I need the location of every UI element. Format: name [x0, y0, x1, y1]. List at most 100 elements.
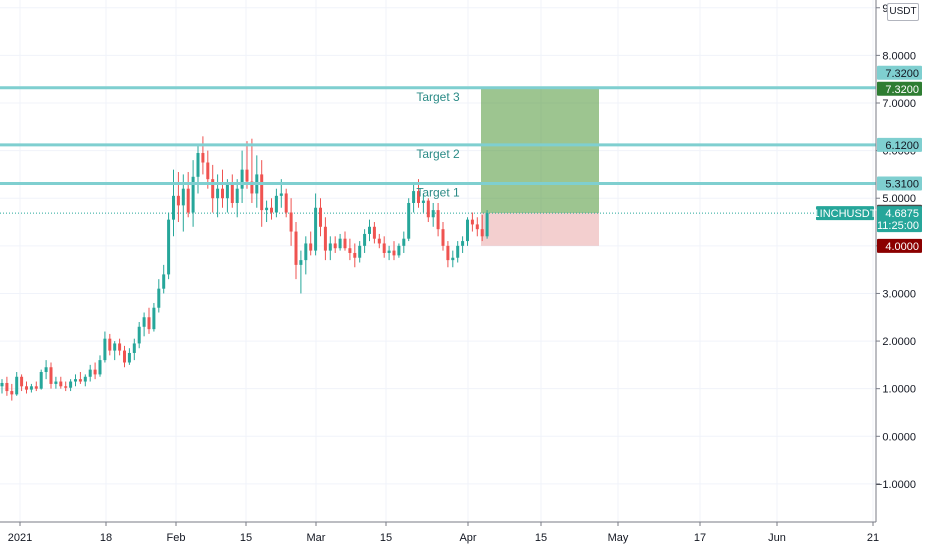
target2-tag-text: 6.1200	[885, 140, 919, 152]
candle-body	[5, 382, 9, 392]
candle-body	[123, 350, 126, 363]
candle-body	[132, 343, 136, 353]
time-tick-label: May	[608, 532, 629, 544]
candle-body	[446, 245, 450, 261]
last-price-tag-text: 11:25:00	[877, 220, 919, 232]
last-price-tag-text: 4.6875	[885, 208, 919, 220]
grid	[0, 0, 876, 522]
candle-body	[387, 250, 391, 253]
candle-body	[480, 229, 484, 237]
candle-body	[88, 369, 92, 377]
candle-body	[216, 188, 220, 199]
candle-body	[167, 219, 171, 275]
time-tick-label: 15	[535, 532, 547, 544]
candle-body	[127, 352, 131, 363]
candle-body	[363, 233, 367, 246]
candle-body	[402, 238, 406, 246]
candle-body	[206, 162, 210, 180]
candle-body	[137, 326, 141, 344]
candle-body	[299, 260, 303, 265]
long-position-zones	[0, 87, 876, 246]
candle-body	[382, 243, 386, 253]
candle-body	[152, 307, 156, 330]
candle-body	[98, 360, 102, 375]
candle-body	[54, 381, 58, 384]
candle-body	[34, 386, 38, 389]
candle-body	[15, 376, 19, 395]
candle-body	[181, 188, 185, 206]
candle-body	[59, 381, 63, 387]
candle-body	[78, 379, 82, 382]
candle-body	[44, 367, 48, 373]
candle-body	[245, 169, 249, 182]
candle-body	[338, 238, 342, 249]
stop-loss-tag-text: 4.0000	[885, 241, 919, 253]
candle-body	[211, 179, 215, 199]
candle-body	[142, 317, 146, 327]
candle-body	[250, 181, 254, 194]
target-label: Target 2	[416, 147, 460, 161]
candle-body	[323, 226, 327, 251]
price-tick-label: 0.0000	[882, 431, 916, 443]
target3-tag-top	[877, 65, 922, 80]
candle-body	[412, 191, 416, 203]
target1-tag	[877, 176, 922, 191]
profit-zone	[481, 87, 599, 214]
candle-body	[29, 386, 33, 390]
target2-tag	[877, 137, 922, 152]
candle-body	[157, 288, 161, 308]
candle-body	[196, 152, 200, 177]
candle-body	[304, 243, 308, 261]
target-lines: Target 1 Target 2 Target 3	[0, 86, 876, 199]
candle-body	[475, 224, 479, 230]
price-tick-label: 1.0000	[882, 384, 916, 396]
quote-unit-label[interactable]: USDT	[887, 3, 919, 21]
candle-body	[230, 183, 234, 203]
last-price-tag	[877, 206, 922, 233]
time-axis: 2021 18 Feb 15 Mar 15 Apr 15 May 17 Jun 21	[0, 521, 879, 544]
candle-body	[113, 343, 117, 351]
candle-body	[270, 207, 273, 213]
candle-body	[417, 191, 420, 203]
time-tick-label: 15	[240, 532, 252, 544]
price-tick-label: −1.0000	[876, 479, 916, 491]
candle-body	[461, 241, 465, 246]
candle-body	[397, 245, 401, 256]
candle-body	[466, 219, 469, 242]
time-tick-label: 21	[867, 532, 879, 544]
candle-body	[147, 317, 151, 330]
price-tick-label: 5.0000	[882, 193, 916, 205]
price-axis: 9.00008.00007.00006.00005.00004.00003.00…	[875, 0, 916, 522]
candle-body	[294, 231, 298, 265]
candle-body	[25, 386, 28, 390]
candle-body	[83, 376, 87, 382]
candle-body	[451, 257, 455, 261]
candle-body	[10, 391, 14, 395]
candle-body	[49, 367, 53, 384]
candle-body	[240, 169, 244, 189]
price-tick-label: 2.0000	[882, 336, 916, 348]
candle-body	[172, 195, 175, 220]
candle-body	[186, 188, 190, 213]
candle-body	[441, 229, 445, 246]
candle-body	[74, 379, 77, 382]
candle-body	[436, 210, 440, 230]
target3-tag-top-text: 7.3200	[885, 68, 919, 80]
time-tick-label: Apr	[459, 532, 476, 544]
time-tick-label: Jun	[768, 532, 786, 544]
target3-tag-text: 7.3200	[885, 84, 919, 96]
time-tick-label: 15	[380, 532, 392, 544]
time-tick-label: 2021	[8, 532, 32, 544]
candle-body	[162, 274, 166, 289]
symbol-tag	[816, 206, 874, 221]
candle-body	[274, 195, 278, 213]
candle-body	[289, 212, 293, 232]
candle-body	[265, 207, 269, 211]
candle-body	[426, 200, 430, 218]
candle-body	[0, 382, 4, 387]
target-label: Target 3	[416, 90, 460, 104]
candle-body	[20, 376, 24, 387]
candle-body	[69, 381, 73, 388]
candles	[0, 136, 489, 401]
